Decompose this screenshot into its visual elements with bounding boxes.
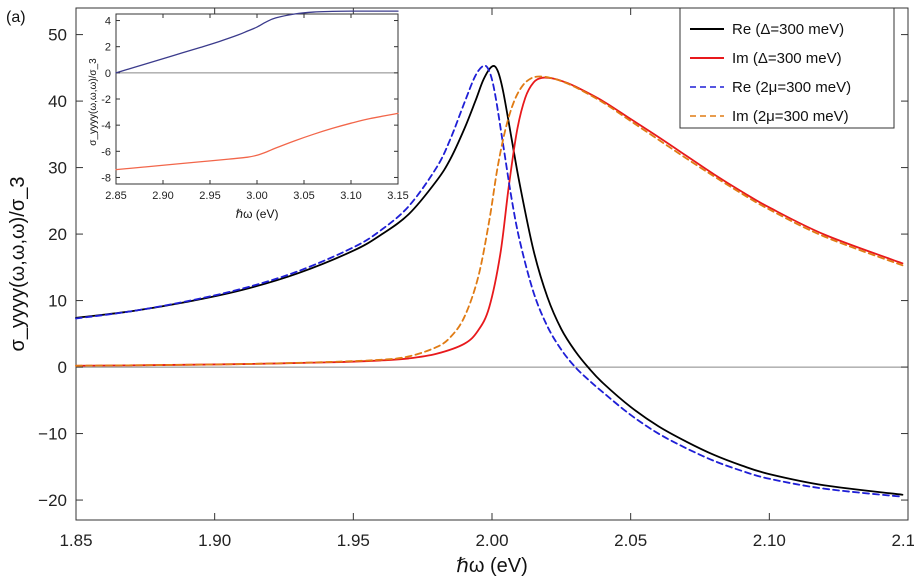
inset-x-tick-label: 3.05 xyxy=(293,190,314,202)
main-y-tick-label: −20 xyxy=(38,491,67,510)
main-series-3 xyxy=(75,75,904,367)
inset-x-tick-label: 2.85 xyxy=(105,190,126,202)
main-series-0 xyxy=(75,65,904,496)
inset-x-axis-label: ℏω (eV) xyxy=(236,207,279,221)
main-y-tick-label: 50 xyxy=(48,26,67,45)
legend-label-im-delta: Im (Δ=300 meV) xyxy=(732,50,842,67)
main-x-tick-label: 1.85 xyxy=(59,531,92,550)
inset-y-axis-label: σ_yyyy(ω,ω,ω)/σ_3 xyxy=(88,58,99,146)
inset-x-tick-label: 3.15 xyxy=(387,190,408,202)
inset-y-tick-label: -4 xyxy=(101,120,111,132)
main-y-tick-label: 10 xyxy=(48,292,67,311)
inset-y-tick-label: 0 xyxy=(105,68,111,80)
inset-y-tick-label: 4 xyxy=(105,16,111,28)
main-series-2 xyxy=(75,64,904,498)
main-x-tick-label: 2.15 xyxy=(891,531,914,550)
inset-x-tick-label: 2.95 xyxy=(199,190,220,202)
legend-label-re-mu: Re (2μ=300 meV) xyxy=(732,79,851,96)
inset-x-tick-label: 2.90 xyxy=(152,190,173,202)
inset-plot-frame xyxy=(115,13,399,185)
main-x-tick-label: 1.90 xyxy=(198,531,231,550)
main-y-tick-label: 0 xyxy=(58,358,67,377)
legend: Re (Δ=300 meV) Im (Δ=300 meV) Re (2μ=300… xyxy=(679,7,895,129)
legend-label-im-mu: Im (2μ=300 meV) xyxy=(732,108,849,125)
main-x-tick-label: 2.05 xyxy=(614,531,647,550)
main-y-tick-label: 30 xyxy=(48,159,67,178)
inset-series-0 xyxy=(115,10,399,74)
inset-x-tick-label: 3.10 xyxy=(340,190,361,202)
legend-label-re-delta: Re (Δ=300 meV) xyxy=(732,21,844,38)
main-x-axis-label: ℏω (eV) xyxy=(456,555,528,577)
main-y-tick-label: 40 xyxy=(48,92,67,111)
panel-label: (a) xyxy=(6,9,26,26)
main-y-tick-label: 20 xyxy=(48,225,67,244)
main-x-tick-label: 2.00 xyxy=(475,531,508,550)
inset-series-1 xyxy=(115,112,399,171)
inset-y-tick-label: 2 xyxy=(105,42,111,54)
inset-y-tick-label: -2 xyxy=(101,94,111,106)
main-y-tick-label: −10 xyxy=(38,425,67,444)
inset-y-tick-label: -8 xyxy=(101,172,111,184)
inset-x-tick-label: 3.00 xyxy=(246,190,267,202)
main-x-tick-label: 1.95 xyxy=(337,531,370,550)
inset-y-tick-label: -6 xyxy=(101,146,111,158)
main-y-axis-label: σ_yyyy(ω,ω,ω)/σ_3 xyxy=(7,177,29,352)
main-x-tick-label: 2.10 xyxy=(753,531,786,550)
